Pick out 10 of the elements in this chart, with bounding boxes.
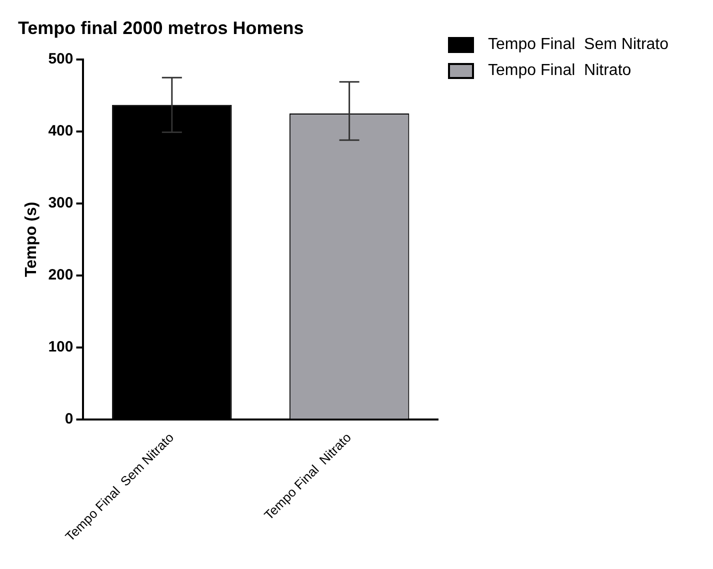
legend-label: Tempo Final Sem Nitrato <box>488 36 669 54</box>
y-tick-label: 0 <box>64 410 74 428</box>
y-tick-label: 100 <box>48 338 74 356</box>
y-axis-title: Tempo (s) <box>23 202 40 278</box>
legend-label: Tempo Final Nitrato <box>488 62 632 80</box>
y-tick-label: 300 <box>48 194 74 212</box>
y-tick-label: 400 <box>48 122 74 140</box>
y-tick-label: 500 <box>48 50 74 68</box>
chart-title: Tempo final 2000 metros Homens <box>18 18 304 38</box>
y-tick-label: 200 <box>48 266 74 284</box>
